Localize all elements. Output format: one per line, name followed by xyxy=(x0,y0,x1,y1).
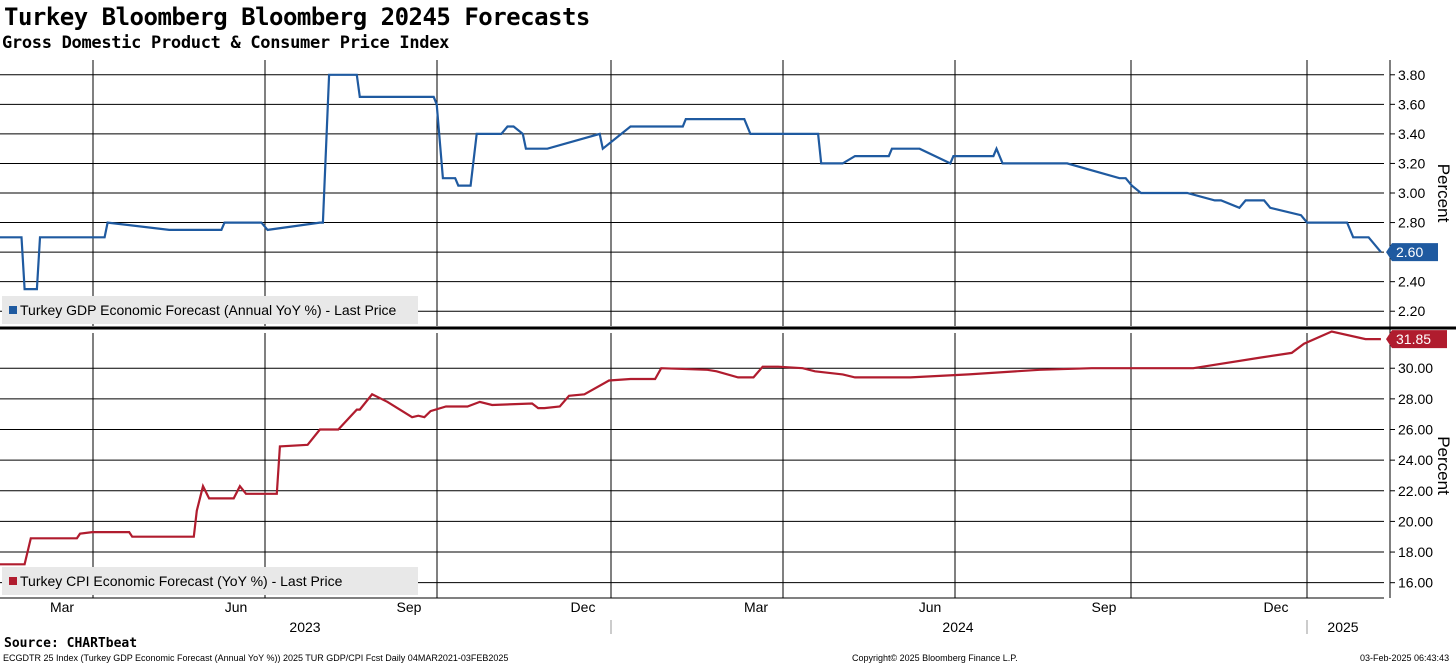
gdp-series-line xyxy=(0,73,1382,291)
gdp-ytick-label-1: 2.40 xyxy=(1398,274,1425,290)
gdp-ytick-label-6: 3.40 xyxy=(1398,126,1425,142)
gdp-last-value-label: 2.60 xyxy=(1396,244,1423,260)
x-month-label-6: Sep xyxy=(1092,599,1117,615)
x-year-label-1: 2024 xyxy=(942,619,973,635)
gdp-ytick-label-0: 2.20 xyxy=(1398,303,1425,319)
gdp-ytick-label-5: 3.20 xyxy=(1398,155,1425,171)
cpi-legend-swatch xyxy=(9,577,17,585)
cpi-last-value-box xyxy=(1386,330,1447,349)
cpi-ytick-label-7: 30.00 xyxy=(1398,360,1433,376)
gdp-ytick-label-3: 2.80 xyxy=(1398,215,1425,231)
gdp-ytick-label-8: 3.80 xyxy=(1398,67,1425,83)
cpi-series-line xyxy=(0,330,1381,566)
x-month-label-5: Jun xyxy=(919,599,942,615)
cpi-ytick-label-0: 16.00 xyxy=(1398,575,1433,591)
x-year-label-0: 2023 xyxy=(289,619,320,635)
series-layer xyxy=(0,73,1382,566)
footer-timestamp: 03-Feb-2025 06:43:43 xyxy=(1360,653,1450,663)
gdp-ytick-label-7: 3.60 xyxy=(1398,96,1425,112)
x-year-label-2: 2025 xyxy=(1327,619,1358,635)
labels-layer: 2.202.402.602.803.003.203.403.603.802.60… xyxy=(2,67,1453,635)
gdp-ytick-label-4: 3.00 xyxy=(1398,185,1425,201)
cpi-ytick-label-3: 22.00 xyxy=(1398,483,1433,499)
x-month-label-2: Sep xyxy=(397,599,422,615)
footer-index-info: ECGDTR 25 Index (Turkey GDP Economic For… xyxy=(3,653,509,663)
source-note: Source: CHARTbeat xyxy=(4,636,138,651)
footer-copyright: Copyright© 2025 Bloomberg Finance L.P. xyxy=(852,653,1018,663)
gdp-legend-text: Turkey GDP Economic Forecast (Annual YoY… xyxy=(20,302,397,318)
x-month-label-7: Dec xyxy=(1264,599,1289,615)
gdp-legend-bg xyxy=(2,296,418,324)
cpi-ylabel: Percent xyxy=(1434,436,1453,495)
x-month-label-1: Jun xyxy=(225,599,248,615)
gdp-last-value-box xyxy=(1386,243,1438,262)
chart-subtitle: Gross Domestic Product & Consumer Price … xyxy=(2,33,450,53)
grid-layer xyxy=(0,60,1456,634)
cpi-legend-bg xyxy=(2,567,418,595)
cpi-ytick-label-2: 20.00 xyxy=(1398,513,1433,529)
x-month-label-3: Dec xyxy=(571,599,596,615)
x-month-label-0: Mar xyxy=(50,599,74,615)
cpi-ytick-label-4: 24.00 xyxy=(1398,452,1433,468)
cpi-ytick-label-1: 18.00 xyxy=(1398,544,1433,560)
cpi-last-value-label: 31.85 xyxy=(1396,331,1431,347)
x-month-label-4: Mar xyxy=(744,599,768,615)
cpi-ytick-label-5: 26.00 xyxy=(1398,422,1433,438)
cpi-ytick-label-6: 28.00 xyxy=(1398,391,1433,407)
chart-title: Turkey Bloomberg Bloomberg 20245 Forecas… xyxy=(4,3,590,31)
cpi-legend-text: Turkey CPI Economic Forecast (YoY %) - L… xyxy=(20,573,343,589)
gdp-ylabel: Percent xyxy=(1434,164,1453,223)
gdp-legend-swatch xyxy=(9,306,17,314)
